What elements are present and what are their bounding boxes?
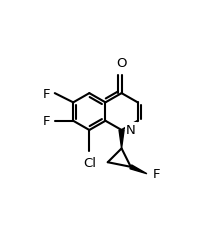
- Text: F: F: [153, 167, 160, 180]
- Polygon shape: [130, 165, 147, 174]
- Text: O: O: [116, 57, 127, 70]
- Text: N: N: [126, 124, 136, 137]
- Polygon shape: [119, 131, 124, 149]
- Text: Cl: Cl: [83, 157, 96, 170]
- Text: F: F: [43, 115, 50, 128]
- Text: F: F: [43, 87, 50, 100]
